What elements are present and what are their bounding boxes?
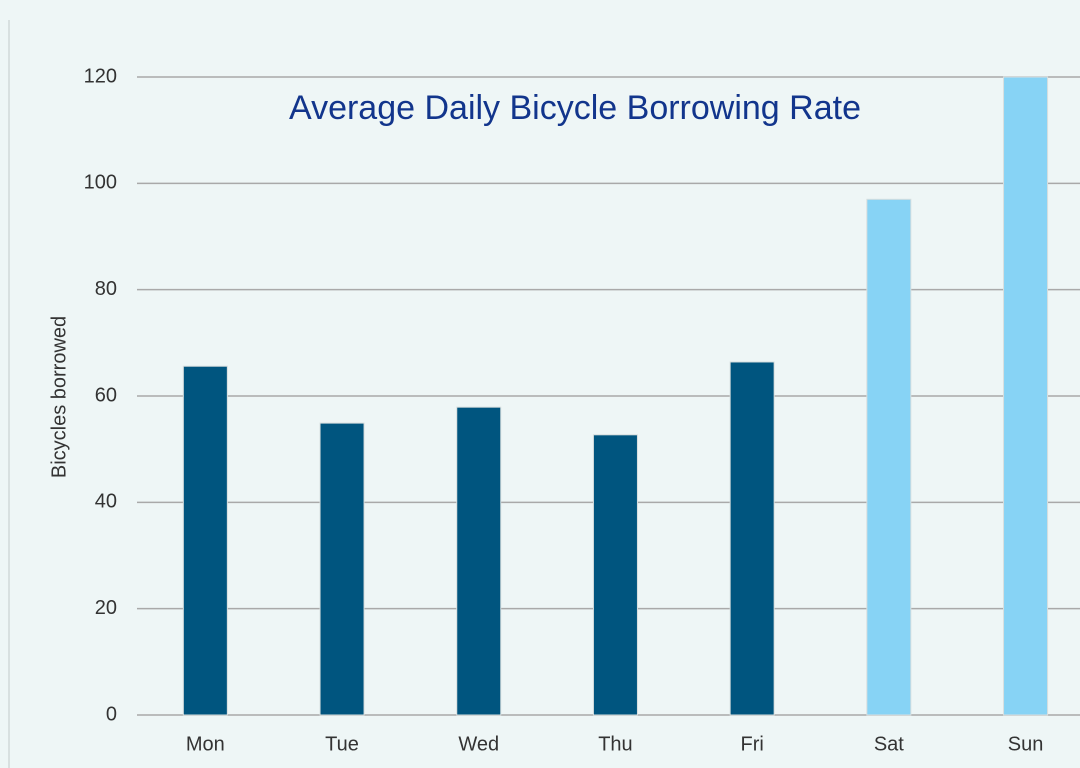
x-tick-label: Sun — [1008, 733, 1044, 755]
bar — [319, 422, 365, 716]
y-tick-label: 20 — [95, 597, 117, 619]
bar — [182, 365, 228, 716]
y-tick-label: 80 — [95, 278, 117, 300]
x-tick-label: Thu — [598, 733, 632, 755]
bar — [456, 406, 502, 716]
y-axis-label: Bicycles borrowed — [48, 316, 70, 478]
x-tick-label: Sat — [874, 733, 904, 755]
y-tick-label: 40 — [95, 491, 117, 513]
chart-title: Average Daily Bicycle Borrowing Rate — [289, 89, 861, 127]
x-tick-label: Wed — [458, 733, 499, 755]
bar — [729, 361, 775, 716]
bar — [592, 434, 638, 716]
bar — [1003, 76, 1049, 716]
x-tick-label: Mon — [186, 733, 225, 755]
y-tick-label: 120 — [84, 65, 117, 87]
y-tick-label: 0 — [106, 703, 117, 725]
x-tick-label: Fri — [740, 733, 763, 755]
y-tick-label: 100 — [84, 172, 117, 194]
x-tick-label: Tue — [325, 733, 359, 755]
y-tick-label: 60 — [95, 384, 117, 406]
bar — [866, 198, 912, 716]
